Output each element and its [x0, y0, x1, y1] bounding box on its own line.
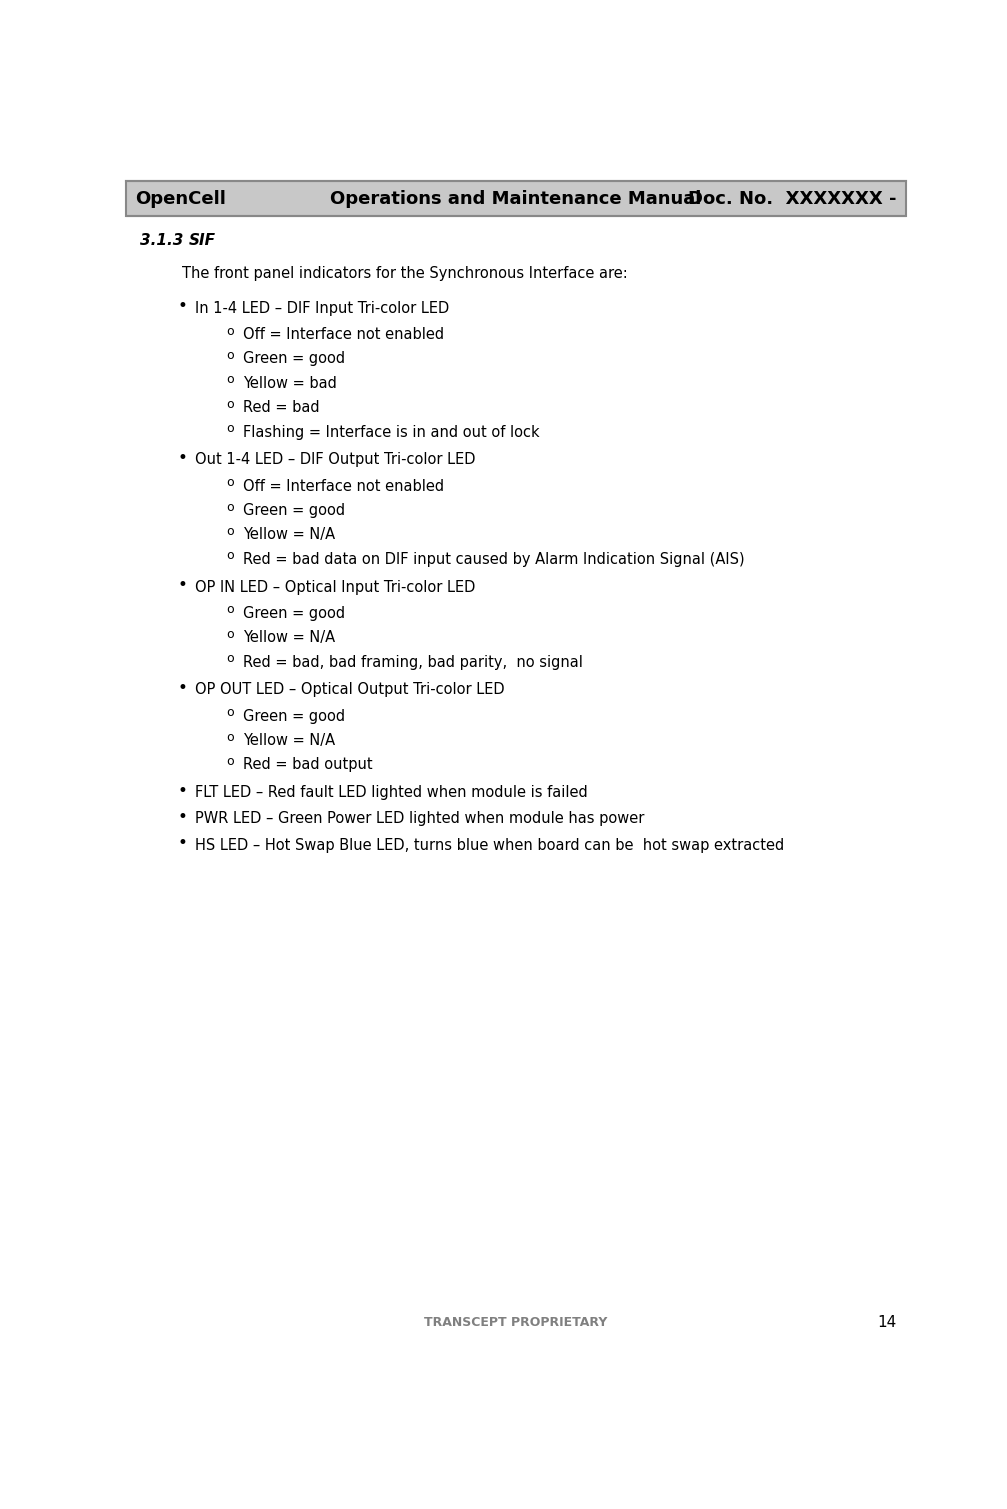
Text: Red = bad, bad framing, bad parity,  no signal: Red = bad, bad framing, bad parity, no s…: [243, 655, 583, 670]
Text: Yellow = N/A: Yellow = N/A: [243, 733, 335, 748]
Text: o: o: [226, 501, 234, 513]
Text: o: o: [226, 477, 234, 489]
Text: o: o: [226, 324, 234, 338]
FancyBboxPatch shape: [126, 181, 906, 216]
Text: •: •: [177, 807, 187, 825]
Text: Operations and Maintenance Manual: Operations and Maintenance Manual: [330, 190, 702, 208]
Text: o: o: [226, 652, 234, 665]
Text: •: •: [177, 782, 187, 800]
Text: Off = Interface not enabled: Off = Interface not enabled: [243, 478, 444, 493]
Text: o: o: [226, 628, 234, 641]
Text: OP IN LED – Optical Input Tri-color LED: OP IN LED – Optical Input Tri-color LED: [194, 579, 475, 595]
Text: •: •: [177, 679, 187, 697]
Text: o: o: [226, 730, 234, 744]
Text: 3.1.3: 3.1.3: [140, 234, 183, 249]
Text: •: •: [177, 297, 187, 315]
Text: o: o: [226, 423, 234, 435]
Text: TRANSCEPT PROPRIETARY: TRANSCEPT PROPRIETARY: [424, 1316, 608, 1328]
Text: HS LED – Hot Swap Blue LED, turns blue when board can be  hot swap extracted: HS LED – Hot Swap Blue LED, turns blue w…: [194, 837, 783, 853]
Text: In 1-4 LED – DIF Input Tri-color LED: In 1-4 LED – DIF Input Tri-color LED: [194, 300, 449, 315]
Text: PWR LED – Green Power LED lighted when module has power: PWR LED – Green Power LED lighted when m…: [194, 812, 643, 827]
Text: Red = bad: Red = bad: [243, 400, 319, 415]
Text: •: •: [177, 576, 187, 595]
Text: 14: 14: [878, 1314, 897, 1329]
Text: o: o: [226, 349, 234, 362]
Text: Yellow = bad: Yellow = bad: [243, 376, 336, 391]
Text: o: o: [226, 706, 234, 720]
Text: Green = good: Green = good: [243, 709, 345, 724]
Text: o: o: [226, 373, 234, 386]
Text: Out 1-4 LED – DIF Output Tri-color LED: Out 1-4 LED – DIF Output Tri-color LED: [194, 453, 475, 468]
Text: Doc. No.  XXXXXXX -: Doc. No. XXXXXXX -: [689, 190, 897, 208]
Text: •: •: [177, 834, 187, 853]
Text: Green = good: Green = good: [243, 502, 345, 518]
Text: Green = good: Green = good: [243, 605, 345, 620]
Text: Yellow = N/A: Yellow = N/A: [243, 527, 335, 542]
Text: FLT LED – Red fault LED lighted when module is failed: FLT LED – Red fault LED lighted when mod…: [194, 785, 587, 800]
Text: Yellow = N/A: Yellow = N/A: [243, 631, 335, 646]
Text: o: o: [226, 398, 234, 410]
Text: Red = bad data on DIF input caused by Alarm Indication Signal (AIS): Red = bad data on DIF input caused by Al…: [243, 552, 744, 567]
Text: Green = good: Green = good: [243, 352, 345, 367]
Text: OP OUT LED – Optical Output Tri-color LED: OP OUT LED – Optical Output Tri-color LE…: [194, 682, 505, 697]
Text: o: o: [226, 754, 234, 768]
Text: •: •: [177, 448, 187, 466]
Text: SIF: SIF: [188, 234, 215, 249]
Text: o: o: [226, 549, 234, 563]
Text: The front panel indicators for the Synchronous Interface are:: The front panel indicators for the Synch…: [182, 266, 627, 281]
Text: Off = Interface not enabled: Off = Interface not enabled: [243, 327, 444, 343]
Text: Red = bad output: Red = bad output: [243, 758, 373, 773]
Text: OpenCell: OpenCell: [135, 190, 227, 208]
Text: Flashing = Interface is in and out of lock: Flashing = Interface is in and out of lo…: [243, 424, 540, 439]
Text: o: o: [226, 604, 234, 617]
Text: o: o: [226, 525, 234, 539]
